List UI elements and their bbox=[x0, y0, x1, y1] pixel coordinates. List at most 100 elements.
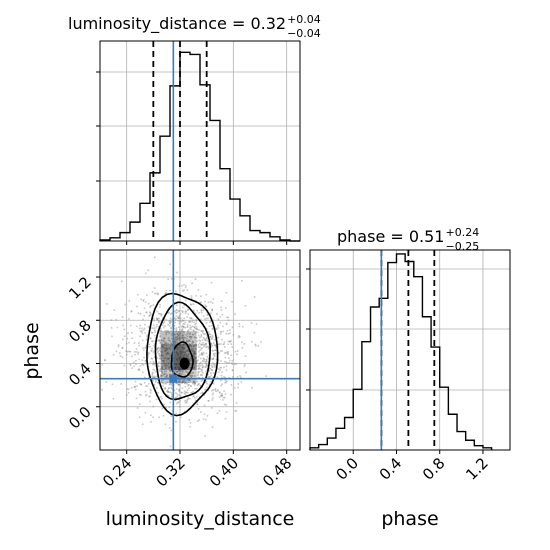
sample-point bbox=[112, 353, 115, 356]
sample-point bbox=[143, 329, 145, 331]
sample-point bbox=[178, 388, 180, 391]
sample-point bbox=[189, 344, 191, 347]
sample-point bbox=[232, 334, 235, 336]
sample-point bbox=[166, 390, 168, 392]
sample-point bbox=[154, 331, 156, 333]
sample-point bbox=[181, 336, 184, 339]
panel-frame bbox=[99, 249, 301, 451]
sample-point bbox=[200, 295, 202, 297]
sample-point bbox=[199, 340, 201, 342]
density-cell-2 bbox=[184, 331, 197, 345]
sample-point bbox=[170, 354, 173, 356]
tick-labels: 0.24 0.32 0.40 0.48 0.0 0.4 0.8 1.2 0.0 0.4 0.8 1.2 bbox=[65, 273, 492, 490]
sample-point bbox=[180, 373, 183, 375]
sample-point bbox=[129, 363, 132, 366]
sample-point bbox=[175, 290, 177, 293]
sample-point bbox=[183, 304, 186, 307]
sample-point bbox=[131, 332, 133, 334]
sample-point bbox=[165, 357, 168, 360]
sample-point bbox=[164, 330, 167, 332]
sample-point bbox=[160, 339, 163, 341]
sample-point bbox=[201, 366, 204, 368]
sample-point bbox=[202, 360, 205, 363]
sample-point bbox=[152, 375, 155, 378]
sample-point bbox=[196, 380, 199, 383]
sample-point bbox=[225, 404, 228, 406]
sample-point bbox=[163, 319, 165, 321]
sample-point bbox=[148, 376, 150, 379]
sample-point bbox=[201, 364, 204, 366]
sample-point bbox=[160, 396, 162, 398]
sample-point bbox=[161, 345, 163, 348]
sample-point bbox=[231, 369, 234, 371]
sample-point bbox=[156, 348, 158, 351]
sample-point bbox=[200, 373, 203, 376]
sample-point bbox=[209, 336, 212, 338]
sample-point bbox=[220, 300, 223, 302]
sample-point bbox=[158, 365, 160, 368]
sample-point bbox=[156, 357, 159, 359]
sample-point bbox=[187, 333, 189, 335]
sample-point bbox=[170, 415, 173, 417]
panel-frame bbox=[99, 40, 301, 242]
sample-point bbox=[165, 344, 167, 347]
sample-point bbox=[202, 342, 204, 344]
sample-point bbox=[205, 322, 208, 324]
sample-point bbox=[193, 355, 195, 358]
sample-point bbox=[161, 372, 164, 374]
sample-point bbox=[171, 394, 173, 396]
sample-point bbox=[154, 340, 156, 343]
sample-point bbox=[195, 326, 198, 328]
sample-point bbox=[139, 330, 142, 332]
sample-point bbox=[173, 389, 176, 392]
sample-point bbox=[179, 329, 181, 331]
sample-point bbox=[211, 325, 213, 327]
sample-point bbox=[184, 351, 187, 354]
sample-point bbox=[168, 387, 170, 390]
sample-point bbox=[211, 334, 214, 337]
sample-point bbox=[186, 400, 188, 402]
sample-point bbox=[205, 362, 207, 365]
sample-point bbox=[153, 324, 155, 327]
sample-point bbox=[203, 358, 205, 360]
sample-point bbox=[161, 374, 164, 377]
sample-point bbox=[124, 335, 126, 338]
sample-point bbox=[190, 317, 193, 319]
sample-point bbox=[194, 397, 196, 399]
sample-point bbox=[195, 348, 197, 350]
sample-point bbox=[223, 403, 226, 406]
sample-point bbox=[218, 343, 220, 345]
sample-point bbox=[176, 371, 178, 373]
sample-point bbox=[162, 355, 164, 357]
x-tick-label-luminosity-distance-3: 0.48 bbox=[259, 454, 295, 490]
sample-point bbox=[128, 300, 131, 302]
sample-point bbox=[163, 359, 166, 361]
sample-point bbox=[177, 331, 180, 333]
sample-point bbox=[191, 341, 194, 343]
sample-point bbox=[143, 382, 146, 384]
sample-point bbox=[137, 294, 139, 296]
sample-point bbox=[221, 313, 223, 316]
sample-point bbox=[131, 355, 133, 358]
sample-point bbox=[202, 337, 205, 339]
sample-point bbox=[206, 314, 208, 316]
sample-point bbox=[162, 347, 165, 349]
sample-point bbox=[130, 387, 133, 389]
sample-point bbox=[238, 323, 240, 325]
sample-point bbox=[188, 350, 190, 352]
sample-point bbox=[181, 325, 184, 327]
sample-point bbox=[199, 302, 202, 304]
sample-point bbox=[167, 278, 169, 280]
sample-point bbox=[206, 346, 209, 348]
sample-point bbox=[202, 309, 205, 311]
sample-point bbox=[111, 335, 113, 338]
sample-point bbox=[168, 365, 170, 368]
sample-point bbox=[151, 347, 153, 350]
sample-point bbox=[159, 342, 161, 344]
sample-point bbox=[231, 301, 233, 303]
sample-point bbox=[168, 311, 171, 314]
sample-point bbox=[205, 352, 208, 355]
sample-point bbox=[141, 423, 144, 426]
sample-point bbox=[231, 359, 234, 362]
sample-point bbox=[179, 416, 182, 419]
